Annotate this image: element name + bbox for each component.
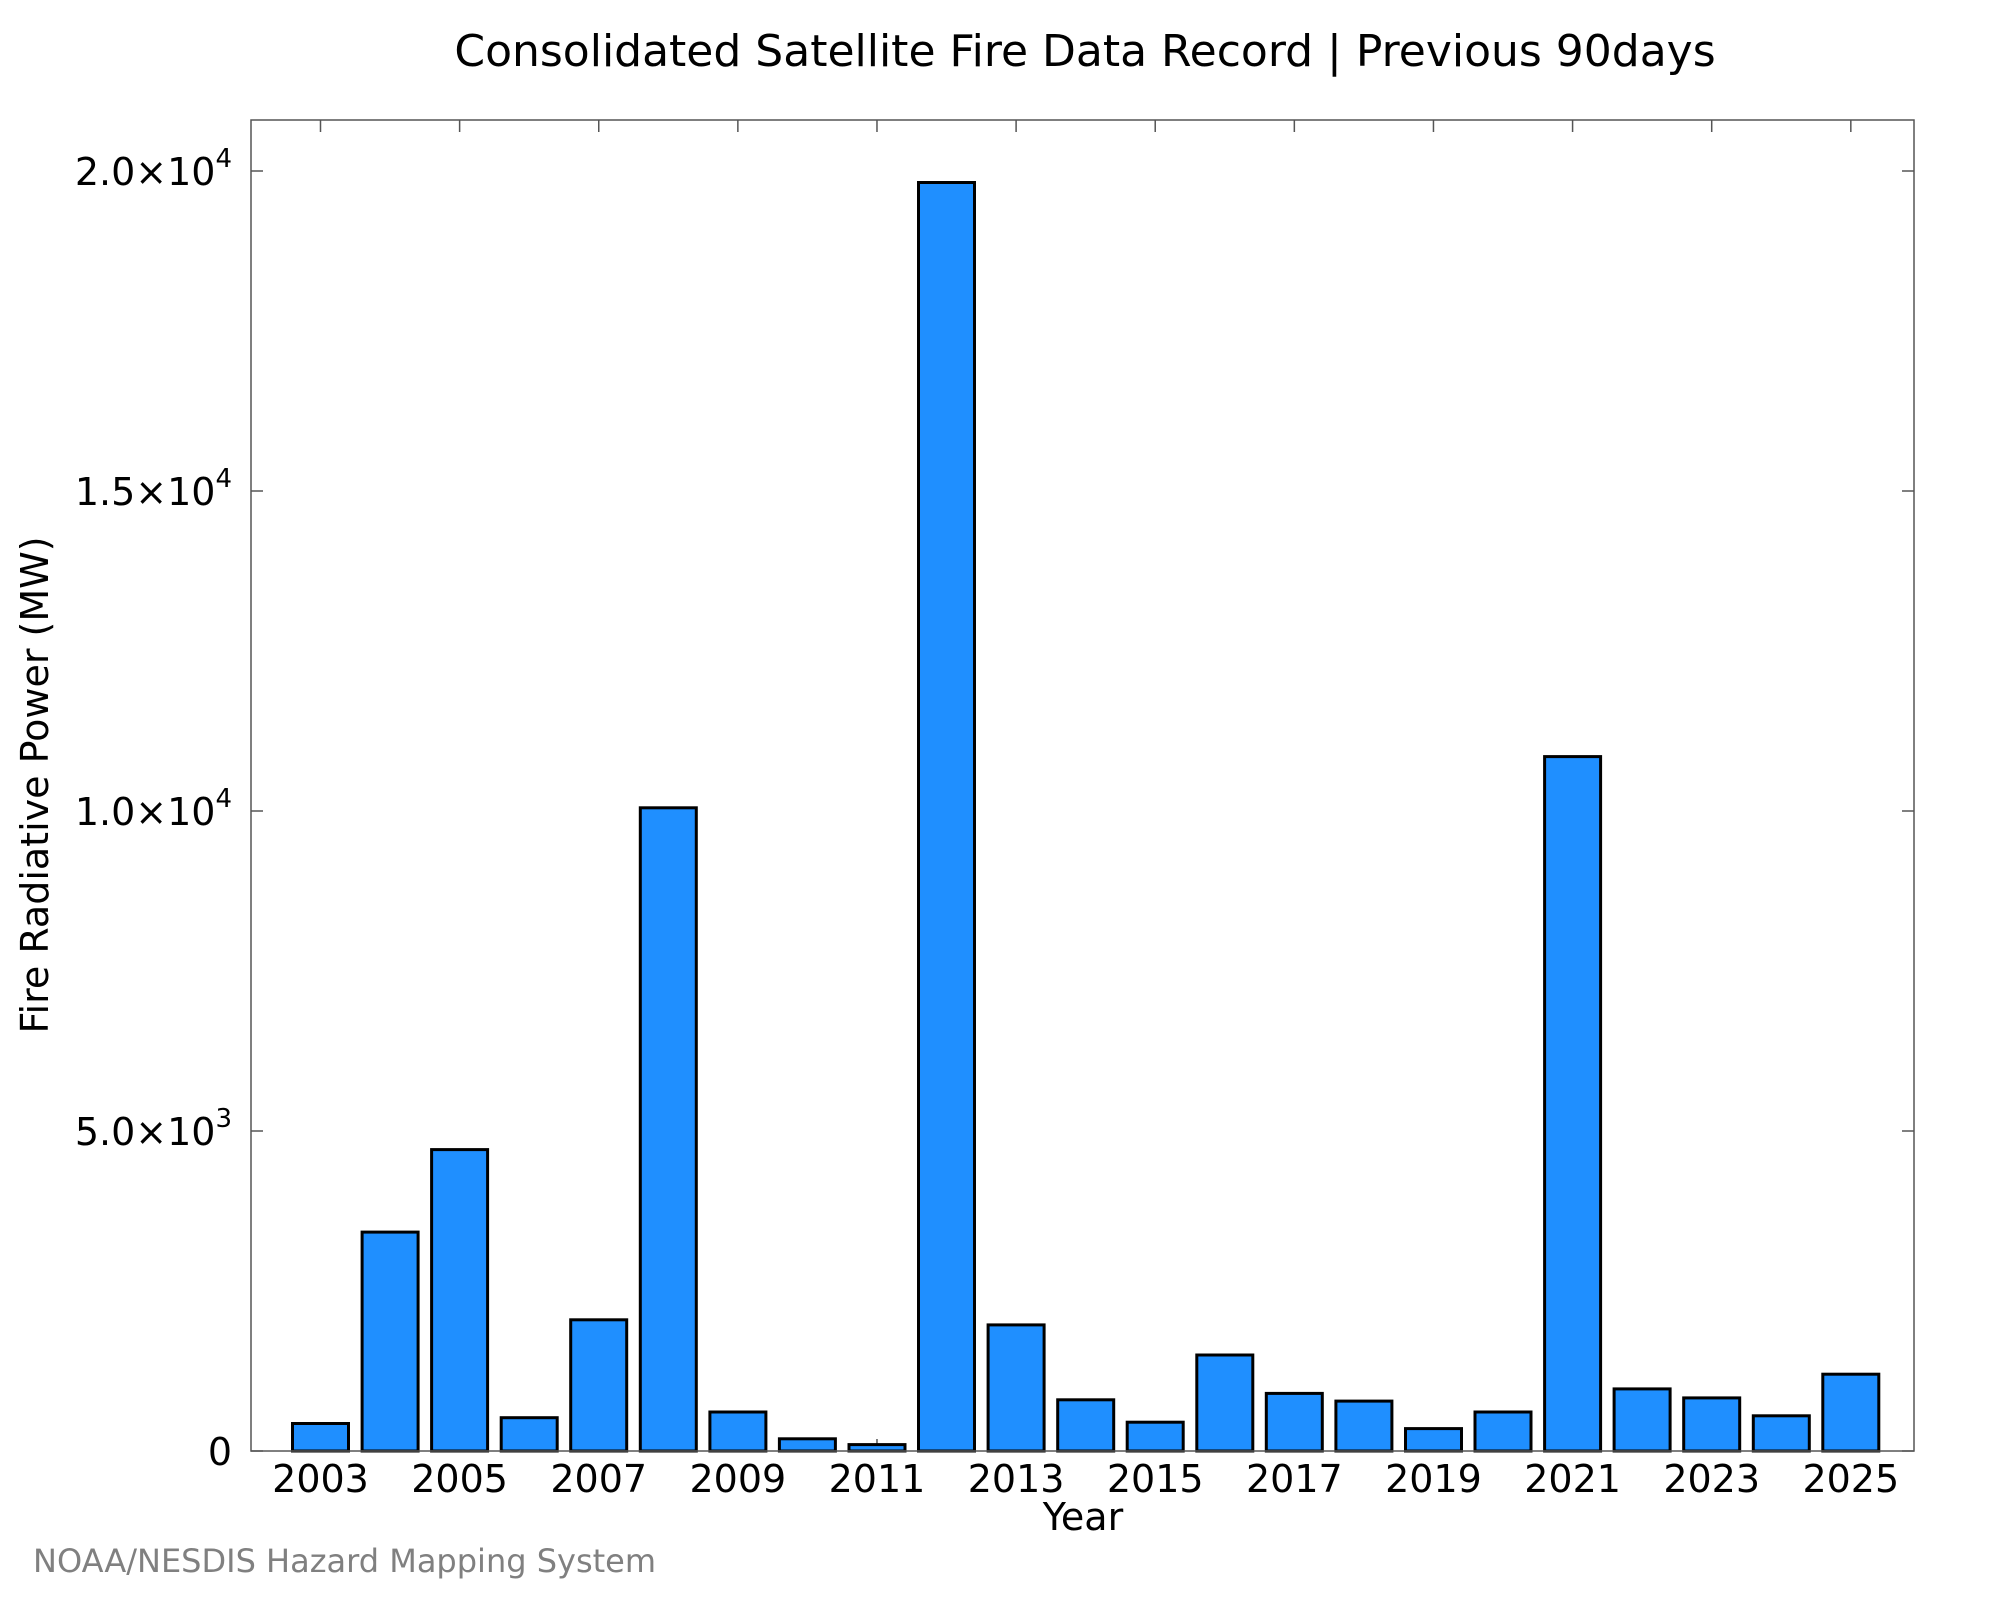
x-tick-label-2013: 2013 bbox=[968, 1457, 1065, 1501]
x-tick-label-2023: 2023 bbox=[1663, 1457, 1760, 1501]
chart-title: Consolidated Satellite Fire Data Record … bbox=[454, 26, 1715, 77]
bar-2007 bbox=[569, 1318, 629, 1453]
bar-2005 bbox=[430, 1148, 490, 1453]
y-tick-exponent: 4 bbox=[215, 784, 232, 814]
y-tick-exponent: 4 bbox=[215, 464, 232, 494]
ticks-layer bbox=[251, 120, 1914, 1452]
x-tick-label-2007: 2007 bbox=[550, 1457, 647, 1501]
bar-2024 bbox=[1751, 1414, 1811, 1453]
bar-2012 bbox=[917, 181, 976, 1453]
x-tick-label-2011: 2011 bbox=[829, 1457, 926, 1501]
bar-2017 bbox=[1264, 1391, 1324, 1453]
bar-2010 bbox=[777, 1437, 837, 1453]
x-tick-label-2005: 2005 bbox=[411, 1457, 508, 1501]
bar-2011 bbox=[847, 1443, 907, 1453]
x-axis-label: Year bbox=[1042, 1495, 1124, 1539]
x-tick-label-2025: 2025 bbox=[1802, 1457, 1899, 1501]
x-tick-label-2019: 2019 bbox=[1385, 1457, 1482, 1501]
y-tick-label: 2.0×104 bbox=[75, 144, 232, 194]
bar-2016 bbox=[1195, 1353, 1255, 1453]
x-tick-label-2009: 2009 bbox=[690, 1457, 787, 1501]
bar-2019 bbox=[1404, 1427, 1463, 1453]
bar-2020 bbox=[1473, 1410, 1533, 1453]
y-tick-labels: 0 5.0×103 1.0×104 1.5×104 2.0×104 bbox=[75, 144, 232, 1474]
bar-2008 bbox=[638, 806, 698, 1453]
x-tick-label-2015: 2015 bbox=[1107, 1457, 1204, 1501]
bar-2022 bbox=[1612, 1387, 1672, 1453]
bars-layer bbox=[291, 181, 1881, 1453]
y-tick-label: 5.0×103 bbox=[75, 1104, 232, 1154]
x-tick-labels: 2003 2005 2007 2009 2011 2013 2015 2017 2019 2021… bbox=[272, 1457, 1899, 1501]
credit-text: NOAA/NESDIS Hazard Mapping System bbox=[33, 1542, 656, 1580]
y-tick-label: 1.5×104 bbox=[75, 464, 232, 514]
bar-2023 bbox=[1682, 1396, 1742, 1453]
y-tick-exponent: 3 bbox=[215, 1104, 232, 1134]
y-tick-label: 1.0×104 bbox=[75, 784, 232, 834]
x-tick-label-2003: 2003 bbox=[272, 1457, 369, 1501]
plot-frame bbox=[250, 119, 1915, 1452]
bar-2021 bbox=[1543, 755, 1603, 1453]
y-tick-exponent: 4 bbox=[215, 144, 232, 174]
bar-2025 bbox=[1821, 1372, 1881, 1453]
bar-2009 bbox=[708, 1410, 768, 1453]
bar-2014 bbox=[1056, 1398, 1116, 1453]
bar-2003 bbox=[291, 1422, 350, 1453]
y-tick-label: 0 bbox=[208, 1430, 232, 1474]
x-tick-label-2017: 2017 bbox=[1246, 1457, 1343, 1501]
bar-2006 bbox=[499, 1416, 559, 1453]
bar-2013 bbox=[986, 1323, 1046, 1453]
bar-2018 bbox=[1334, 1399, 1394, 1453]
x-tick-label-2021: 2021 bbox=[1524, 1457, 1621, 1501]
bar-2004 bbox=[360, 1230, 420, 1453]
bar-2015 bbox=[1125, 1420, 1185, 1453]
y-axis-label: Fire Radiative Power (MW) bbox=[13, 536, 57, 1033]
